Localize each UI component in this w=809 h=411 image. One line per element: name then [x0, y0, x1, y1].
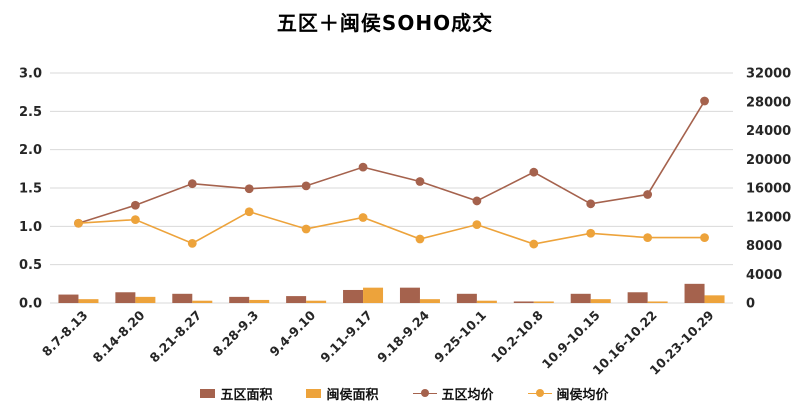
- left-axis-label: 1.0: [19, 220, 42, 235]
- legend-item-minhou-price: 闽侯均价: [527, 384, 609, 403]
- left-axis-label: 0.5: [19, 258, 42, 273]
- data-point-闽侯均价: [187, 238, 197, 248]
- bar-闽侯面积: [249, 299, 270, 303]
- left-axis-label: 0.0: [19, 297, 42, 312]
- legend-label: 五区均价: [441, 387, 494, 403]
- right-axis-label: 0: [746, 297, 755, 312]
- line-五区均价: [78, 100, 706, 224]
- chart-title: 五区＋闽侯SOHO成交: [276, 11, 494, 35]
- bar-五区面积: [229, 296, 250, 303]
- data-point-闽侯均价: [586, 228, 596, 238]
- x-axis-label: 8.14-8.20: [90, 307, 148, 365]
- left-axis-label: 2.0: [19, 143, 42, 158]
- bar-闽侯面积: [363, 287, 384, 303]
- x-axis-label: 10.2-10.8: [488, 308, 546, 366]
- data-point-五区均价: [700, 96, 709, 106]
- bar-五区面积: [286, 296, 307, 303]
- bar-五区面积: [513, 301, 534, 303]
- x-axis-label: 10.9-10.15: [539, 308, 603, 372]
- data-point-闽侯均价: [301, 224, 311, 234]
- bar-五区面积: [343, 289, 364, 303]
- data-point-五区均价: [244, 184, 254, 194]
- right-axis-label: 24000: [746, 124, 791, 139]
- right-axis-label: 8000: [746, 239, 782, 254]
- right-axis-label: 12000: [746, 210, 791, 225]
- legend-item-minhou-area: 闽侯面积: [306, 384, 379, 403]
- legend-item-wuqu-price: 五区均价: [412, 384, 494, 403]
- x-axis-label: 9.18-9.24: [374, 307, 432, 365]
- data-point-五区均价: [643, 190, 653, 199]
- bar-闽侯面积: [704, 295, 725, 303]
- x-axis-label: 8.28-9.3: [210, 308, 262, 360]
- right-axis-label: 4000: [746, 268, 782, 283]
- bar-五区面积: [58, 294, 79, 303]
- data-point-五区均价: [529, 167, 539, 177]
- line-闽侯均价: [78, 210, 705, 245]
- left-axis-label: 3.0: [19, 67, 42, 82]
- line-marker-icon: [412, 389, 437, 398]
- data-point-闽侯均价: [700, 233, 709, 242]
- right-axis-label: 20000: [746, 153, 791, 168]
- data-point-闽侯均价: [643, 233, 653, 242]
- data-point-闽侯均价: [358, 213, 368, 222]
- x-axis-label: 8.7-8.13: [39, 308, 91, 360]
- bar-闽侯面积: [647, 301, 668, 303]
- data-point-闽侯均价: [74, 218, 83, 228]
- bar-五区面积: [115, 292, 136, 303]
- bar-闽侯面积: [78, 299, 99, 303]
- bar-五区面积: [627, 292, 648, 303]
- bar-swatch-icon: [306, 388, 322, 398]
- legend-item-wuqu-area: 五区面积: [200, 384, 272, 403]
- x-axis-label: 9.4-9.10: [266, 307, 318, 359]
- left-axis-label: 2.5: [19, 105, 42, 120]
- right-axis-label: 28000: [746, 95, 791, 110]
- data-point-五区均价: [472, 196, 482, 206]
- data-point-闽侯均价: [529, 239, 539, 249]
- bar-五区面积: [172, 293, 193, 303]
- left-axis-label: 1.5: [19, 182, 42, 197]
- legend-label: 五区面积: [220, 387, 273, 403]
- chart-legend: 五区面积 闽侯面积 五区均价 闽侯均价: [0, 381, 809, 405]
- bar-闽侯面积: [419, 299, 440, 303]
- data-point-五区均价: [301, 181, 311, 191]
- x-axis-label: 8.21-8.27: [147, 308, 205, 366]
- bar-五区面积: [570, 293, 591, 303]
- bar-五区面积: [456, 293, 477, 303]
- bar-闽侯面积: [533, 301, 554, 303]
- data-point-闽侯均价: [130, 215, 140, 225]
- bar-swatch-icon: [200, 388, 216, 398]
- data-point-五区均价: [586, 199, 596, 209]
- x-axis-label: 9.25-10.1: [431, 308, 489, 366]
- bar-闽侯面积: [192, 300, 213, 303]
- data-point-五区均价: [415, 177, 425, 186]
- bar-五区面积: [684, 283, 705, 303]
- data-point-闽侯均价: [244, 207, 254, 217]
- line-marker-icon: [527, 389, 552, 398]
- right-axis-label: 16000: [746, 182, 791, 197]
- data-point-五区均价: [358, 162, 368, 172]
- right-axis-label: 32000: [746, 67, 791, 82]
- bar-闽侯面积: [590, 299, 611, 303]
- legend-label: 闽侯均价: [556, 387, 609, 403]
- bar-闽侯面积: [476, 300, 497, 303]
- bar-闽侯面积: [306, 300, 327, 303]
- legend-label: 闽侯面积: [326, 387, 379, 403]
- data-point-闽侯均价: [415, 234, 425, 244]
- bar-闽侯面积: [135, 296, 156, 303]
- data-point-五区均价: [187, 179, 197, 189]
- data-point-五区均价: [130, 200, 140, 210]
- data-point-闽侯均价: [472, 220, 482, 230]
- x-axis-label: 9.11-9.17: [317, 308, 375, 366]
- bar-五区面积: [399, 287, 420, 303]
